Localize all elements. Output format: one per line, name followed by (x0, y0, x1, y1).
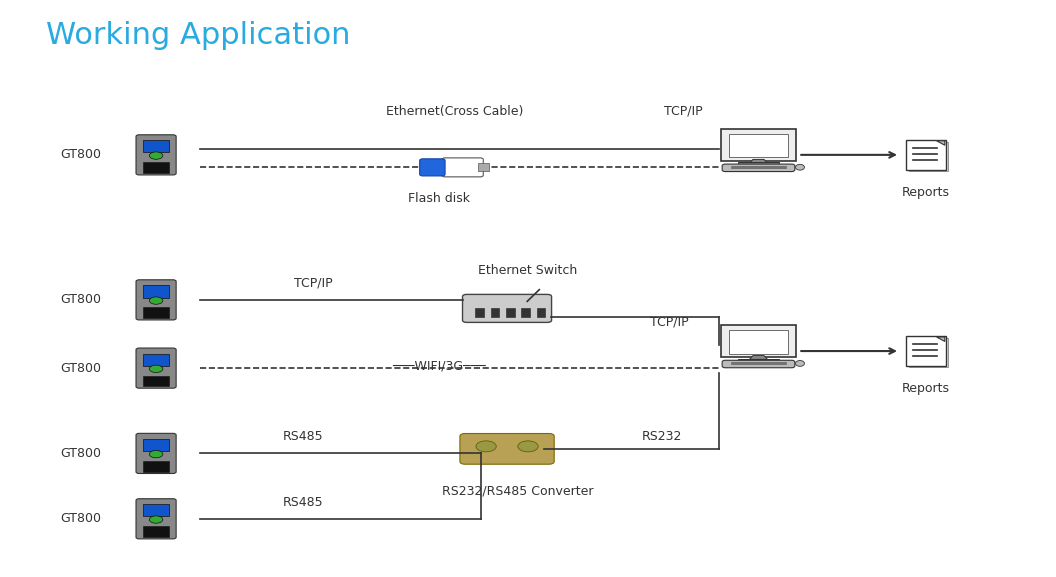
FancyBboxPatch shape (144, 286, 169, 298)
Text: TCP/IP: TCP/IP (294, 276, 333, 290)
FancyBboxPatch shape (908, 141, 948, 171)
Text: TCP/IP: TCP/IP (664, 105, 702, 118)
Text: Flash disk: Flash disk (408, 192, 470, 205)
Circle shape (149, 451, 163, 458)
Polygon shape (937, 141, 945, 145)
Text: GT800: GT800 (60, 362, 101, 374)
FancyBboxPatch shape (908, 338, 948, 367)
FancyBboxPatch shape (721, 325, 796, 357)
FancyBboxPatch shape (738, 162, 779, 166)
FancyBboxPatch shape (144, 504, 169, 516)
FancyBboxPatch shape (906, 336, 946, 366)
FancyBboxPatch shape (144, 308, 169, 318)
Polygon shape (937, 337, 945, 342)
Circle shape (149, 152, 163, 159)
FancyBboxPatch shape (144, 376, 169, 387)
FancyBboxPatch shape (477, 163, 489, 171)
Ellipse shape (795, 361, 805, 366)
Text: Reports: Reports (902, 383, 950, 395)
FancyBboxPatch shape (475, 308, 484, 317)
Text: RS232: RS232 (642, 430, 682, 443)
FancyBboxPatch shape (491, 308, 499, 317)
FancyBboxPatch shape (522, 308, 530, 317)
FancyBboxPatch shape (463, 294, 551, 323)
Polygon shape (750, 355, 768, 359)
Circle shape (476, 441, 496, 452)
Circle shape (149, 297, 163, 304)
Text: GT800: GT800 (60, 512, 101, 525)
FancyBboxPatch shape (136, 433, 176, 474)
FancyBboxPatch shape (136, 499, 176, 539)
Text: TCP/IP: TCP/IP (650, 315, 689, 328)
FancyBboxPatch shape (506, 308, 514, 317)
Text: Ethernet Switch: Ethernet Switch (478, 264, 578, 277)
FancyBboxPatch shape (144, 461, 169, 471)
Text: RS232/RS485 Converter: RS232/RS485 Converter (441, 485, 593, 498)
Text: ───WIFI/3G───: ───WIFI/3G─── (392, 360, 486, 373)
FancyBboxPatch shape (721, 129, 796, 161)
FancyBboxPatch shape (144, 140, 169, 152)
FancyBboxPatch shape (460, 433, 554, 464)
FancyBboxPatch shape (136, 280, 176, 320)
Circle shape (517, 441, 539, 452)
FancyBboxPatch shape (136, 348, 176, 388)
Text: RS485: RS485 (282, 496, 323, 508)
Text: Ethernet(Cross Cable): Ethernet(Cross Cable) (386, 105, 524, 118)
FancyBboxPatch shape (419, 159, 445, 176)
FancyBboxPatch shape (722, 360, 795, 368)
FancyBboxPatch shape (144, 526, 169, 537)
Text: GT800: GT800 (60, 148, 101, 162)
Text: Reports: Reports (902, 186, 950, 199)
FancyBboxPatch shape (144, 162, 169, 173)
FancyBboxPatch shape (738, 358, 779, 362)
Circle shape (149, 516, 163, 523)
FancyBboxPatch shape (136, 135, 176, 175)
FancyBboxPatch shape (729, 134, 788, 158)
Text: RS485: RS485 (282, 430, 323, 443)
FancyBboxPatch shape (536, 308, 545, 317)
Text: Working Application: Working Application (46, 21, 351, 50)
FancyBboxPatch shape (144, 354, 169, 366)
Text: GT800: GT800 (60, 447, 101, 460)
Ellipse shape (795, 164, 805, 170)
FancyBboxPatch shape (729, 330, 788, 354)
Text: GT800: GT800 (60, 293, 101, 306)
FancyBboxPatch shape (442, 158, 484, 177)
Circle shape (149, 365, 163, 373)
Polygon shape (750, 159, 768, 163)
FancyBboxPatch shape (144, 439, 169, 451)
FancyBboxPatch shape (722, 164, 795, 171)
FancyBboxPatch shape (906, 140, 946, 170)
